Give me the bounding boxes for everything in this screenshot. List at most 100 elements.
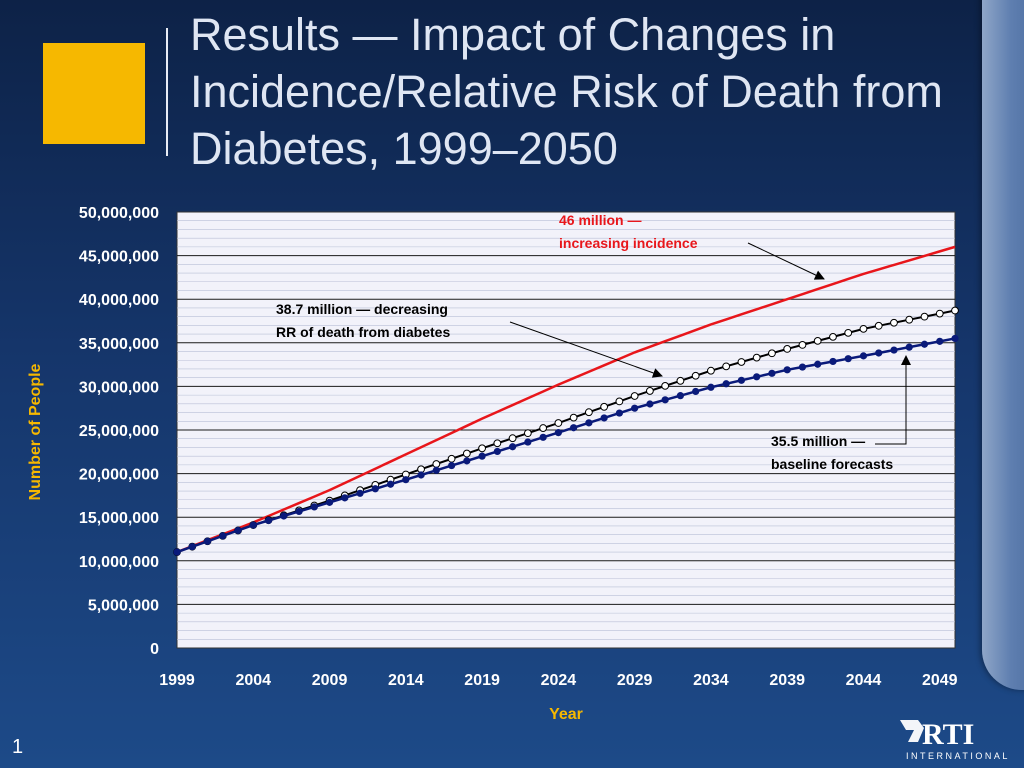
data-point-decreasing_rr [813,336,822,345]
data-point-baseline [829,357,837,366]
x-tick-label: 2019 [464,672,500,689]
x-tick-label: 2029 [617,672,653,689]
data-point-decreasing_rr [829,332,837,341]
data-point-decreasing_rr [447,454,456,463]
data-point-baseline [325,498,334,506]
data-point-baseline [264,516,273,525]
y-tick-label: 15,000,000 [79,510,159,527]
data-point-baseline [554,429,562,437]
series-line-increasing_incidence [176,245,956,554]
series-layer [173,245,959,556]
rti-logo: RTI INTERNATIONAL [900,718,1010,761]
data-point-decreasing_rr [615,397,624,406]
data-point-baseline [402,476,410,484]
data-point-baseline [768,369,776,377]
annotation-red-line2: increasing incidence [559,235,698,251]
x-tick-label: 2049 [922,672,958,689]
data-point-baseline [570,424,578,432]
data-point-decreasing_rr [676,376,685,385]
data-point-decreasing_rr [508,434,517,443]
data-point-baseline [722,380,730,388]
x-tick-label: 1999 [159,672,195,689]
minor-gridlines [177,220,955,640]
y-tick-label: 40,000,000 [79,292,159,309]
y-tick-label: 35,000,000 [79,336,159,353]
data-point-baseline [493,447,501,456]
data-point-decreasing_rr [798,340,807,349]
annotation-red-arrow [747,242,825,280]
data-point-decreasing_rr [432,460,441,468]
data-point-baseline [386,480,395,488]
data-point-decreasing_rr [890,318,898,327]
data-point-decreasing_rr [523,429,532,438]
data-point-decreasing_rr [584,408,593,417]
data-point-baseline [539,433,547,441]
data-point-baseline [600,414,608,422]
data-point-baseline [798,363,807,371]
data-point-baseline [371,485,379,493]
x-tick-label: 2034 [693,672,729,689]
x-axis-tick-labels: 1999 2004 2009 2014 2019 2024 2029 2034 2039 2044… [159,672,957,689]
accent-square [43,43,145,144]
y-tick-label: 5,000,000 [88,597,159,614]
series-line-baseline [176,337,956,554]
x-tick-label: 2014 [388,672,424,689]
data-point-baseline [646,400,654,408]
data-point-baseline [692,387,700,396]
y-axis-tick-labels: 0 5,000,000 10,000,000 15,000,000 20,000,000… [79,205,159,658]
data-point-decreasing_rr [539,424,548,432]
data-point-baseline [341,494,349,502]
data-point-baseline [356,489,364,497]
data-point-baseline [432,466,440,474]
y-tick-label: 50,000,000 [79,205,159,222]
data-point-decreasing_rr [569,413,578,422]
data-point-decreasing_rr [752,353,761,362]
data-point-decreasing_rr [462,449,471,458]
data-point-decreasing_rr [600,402,609,411]
annotation-navy-arrow [875,355,911,445]
data-point-decreasing_rr [737,358,746,366]
y-tick-label: 45,000,000 [79,249,159,266]
data-point-baseline [173,548,181,556]
data-point-baseline [447,461,456,470]
y-tick-label: 10,000,000 [79,554,159,571]
data-point-baseline [859,352,868,360]
data-point-decreasing_rr [630,392,639,400]
data-point-baseline [783,366,791,374]
data-point-baseline [905,343,913,351]
data-point-baseline [814,360,822,368]
data-point-baseline [417,471,425,479]
x-tick-label: 2024 [541,672,577,689]
data-point-decreasing_rr [783,345,792,353]
annotation-red-line1: 46 million — [559,212,641,228]
svg-text:RTI: RTI [922,718,974,751]
x-tick-label: 2044 [846,672,882,689]
data-point-decreasing_rr [935,309,944,318]
svg-text:INTERNATIONAL: INTERNATIONAL [906,751,1010,761]
data-point-baseline [509,443,517,451]
data-point-baseline [249,521,257,529]
data-point-decreasing_rr [951,306,959,315]
accent-divider [166,28,168,156]
decorative-side-bar [982,0,1024,690]
data-point-decreasing_rr [646,387,654,395]
data-point-baseline [234,526,242,535]
y-tick-label: 30,000,000 [79,379,159,396]
x-tick-label: 2009 [312,672,348,689]
data-point-baseline [753,373,761,381]
data-point-decreasing_rr [554,419,563,427]
data-point-baseline [585,419,593,427]
y-tick-label: 0 [150,641,159,658]
data-point-baseline [951,334,959,343]
annotation-white-line2: RR of death from diabetes [276,324,450,340]
data-point-decreasing_rr [478,444,486,453]
data-point-decreasing_rr [691,371,700,380]
y-tick-label: 20,000,000 [79,467,159,484]
x-tick-label: 2039 [769,672,805,689]
data-point-baseline [219,532,227,540]
slide-title: Results — Impact of Changes in Incidence… [190,9,943,174]
data-point-decreasing_rr [661,381,670,390]
data-point-baseline [295,507,303,516]
data-point-baseline [310,503,318,511]
